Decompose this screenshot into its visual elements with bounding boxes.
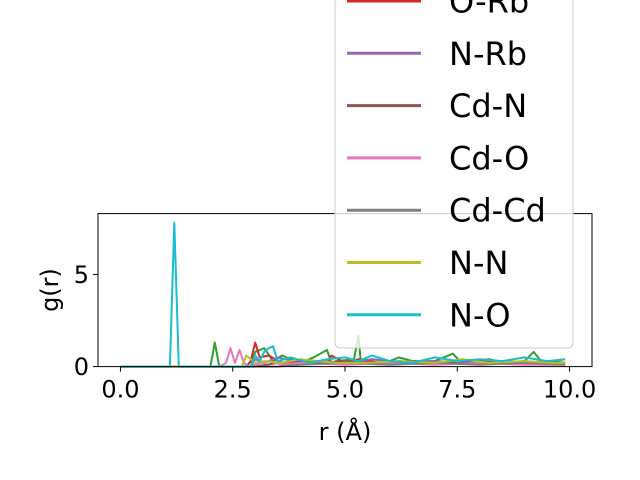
legend-label-n-rb: N-Rb: [449, 35, 527, 73]
legend-label-o-rb: O-Rb: [449, 0, 529, 21]
x-ticks: 0.0 2.5 5.0 7.5 10.0: [101, 366, 596, 404]
legend-label-n-n: N-N: [449, 244, 508, 282]
series-line-cd-cd: [120, 361, 566, 368]
y-axis-label: g(r): [36, 268, 64, 312]
series-line-cd-o: [120, 347, 566, 368]
x-axis-label: r (Å): [319, 417, 372, 446]
plot-lines: [120, 221, 566, 368]
y-ticks: 05: [74, 261, 98, 381]
legend-label-cd-n: Cd-N: [449, 87, 527, 125]
legend-label-cd-cd: Cd-Cd: [449, 192, 546, 230]
legend-box: [334, 0, 574, 349]
x-tick-label: 5.0: [326, 376, 364, 404]
x-tick-label: 2.5: [214, 376, 252, 404]
x-tick-label: 0.0: [101, 376, 139, 404]
x-tick-label: 7.5: [438, 376, 476, 404]
y-tick-label: 5: [74, 261, 89, 289]
series-line-n-n: [120, 354, 566, 368]
x-tick-label: 10.0: [543, 376, 596, 404]
y-tick-label: 0: [74, 353, 89, 381]
series-line-n-o: [120, 221, 566, 368]
legend: O-Rb N-Rb Cd-N Cd-O Cd-Cd N-N N-O: [334, 0, 574, 349]
legend-label-cd-o: Cd-O: [449, 139, 529, 177]
legend-label-n-o: N-O: [449, 296, 511, 334]
